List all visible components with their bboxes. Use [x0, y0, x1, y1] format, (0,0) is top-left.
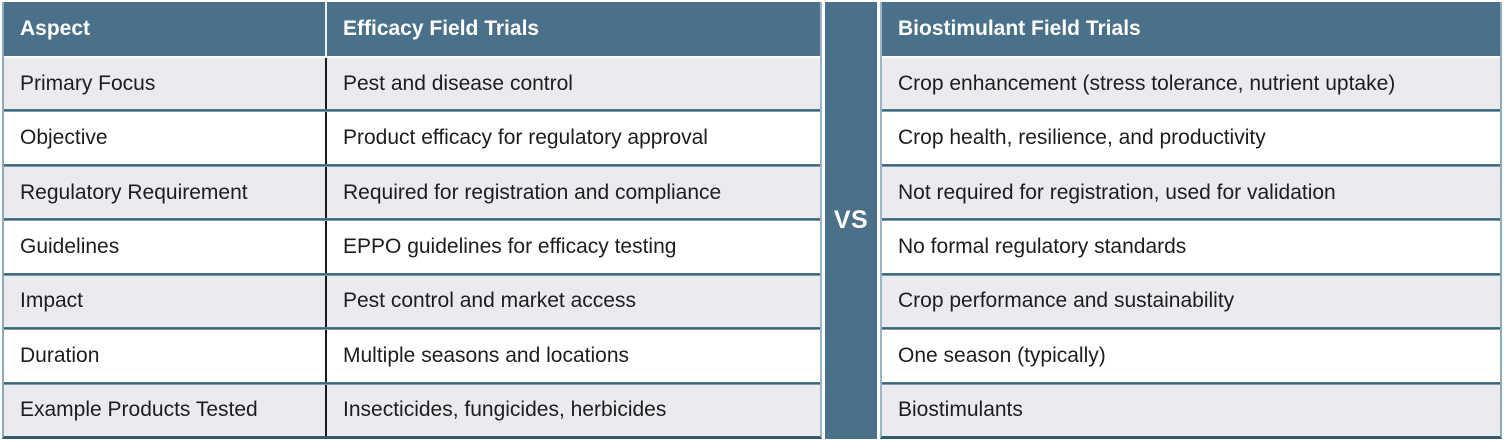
table-row: Objective Product efficacy for regulator…	[4, 112, 820, 164]
row-divider	[4, 109, 820, 113]
table-row: One season (typically)	[882, 330, 1500, 382]
efficacy-table: Aspect Efficacy Field Trials Primary Foc…	[2, 2, 822, 439]
efficacy-cell: Insecticides, fungicides, herbicides	[343, 398, 667, 422]
aspect-cell: Regulatory Requirement	[4, 166, 327, 219]
row-divider	[4, 381, 820, 385]
row-divider	[882, 109, 1500, 113]
efficacy-cell: Product efficacy for regulatory approval	[343, 126, 708, 150]
row-divider	[4, 272, 820, 276]
aspect-cell: Impact	[4, 275, 327, 328]
row-divider	[882, 218, 1500, 222]
biostimulant-cell: Crop health, resilience, and productivit…	[898, 126, 1266, 150]
efficacy-cell: Pest control and market access	[343, 289, 636, 313]
efficacy-cell: Pest and disease control	[343, 71, 573, 95]
table-row: Impact Pest control and market access	[4, 275, 820, 328]
biostimulant-cell: Not required for registration, used for …	[898, 180, 1336, 204]
efficacy-cell: EPPO guidelines for efficacy testing	[343, 234, 677, 258]
biostimulant-cell: Crop performance and sustainability	[898, 289, 1235, 313]
vs-band: VS	[825, 2, 877, 439]
biostimulant-cell: Biostimulants	[898, 398, 1023, 422]
table-row: No formal regulatory standards	[882, 221, 1500, 273]
efficacy-cell: Multiple seasons and locations	[343, 343, 630, 367]
aspect-cell: Objective	[4, 112, 327, 164]
efficacy-cell: Required for registration and compliance	[343, 180, 722, 204]
biostimulant-cell: Crop enhancement (stress tolerance, nutr…	[898, 71, 1396, 95]
aspect-cell: Guidelines	[4, 221, 327, 273]
table-row: Primary Focus Pest and disease control	[4, 58, 820, 110]
row-divider	[882, 381, 1500, 385]
row-divider	[882, 272, 1500, 276]
header-efficacy: Efficacy Field Trials	[343, 17, 540, 40]
table-row: Biostimulants	[882, 384, 1500, 436]
biostimulant-cell: No formal regulatory standards	[898, 234, 1187, 258]
header-aspect: Aspect	[4, 2, 327, 56]
table-row: Crop health, resilience, and productivit…	[882, 112, 1500, 164]
table-row: Crop performance and sustainability	[882, 275, 1500, 328]
header-biostimulant: Biostimulant Field Trials	[898, 17, 1141, 40]
vs-label: VS	[833, 206, 869, 234]
biostimulant-table: Biostimulant Field Trials Crop enhanceme…	[880, 2, 1502, 439]
header-divider	[4, 56, 820, 58]
table-row: Not required for registration, used for …	[882, 166, 1500, 219]
biostimulant-cell: One season (typically)	[898, 343, 1106, 367]
table-row: Guidelines EPPO guidelines for efficacy …	[4, 221, 820, 273]
table-row: Regulatory Requirement Required for regi…	[4, 166, 820, 219]
table-row: Crop enhancement (stress tolerance, nutr…	[882, 58, 1500, 110]
row-divider	[882, 163, 1500, 167]
biostimulant-table-header-row: Biostimulant Field Trials	[882, 2, 1500, 56]
efficacy-table-header-row: Aspect Efficacy Field Trials	[4, 2, 820, 56]
aspect-cell: Primary Focus	[4, 58, 327, 110]
aspect-cell: Duration	[4, 330, 327, 382]
row-divider	[4, 218, 820, 222]
table-row: Duration Multiple seasons and locations	[4, 330, 820, 382]
header-divider	[882, 56, 1500, 58]
row-divider	[4, 163, 820, 167]
row-divider	[4, 327, 820, 331]
aspect-cell: Example Products Tested	[4, 384, 327, 436]
row-divider	[882, 327, 1500, 331]
table-row: Example Products Tested Insecticides, fu…	[4, 384, 820, 436]
